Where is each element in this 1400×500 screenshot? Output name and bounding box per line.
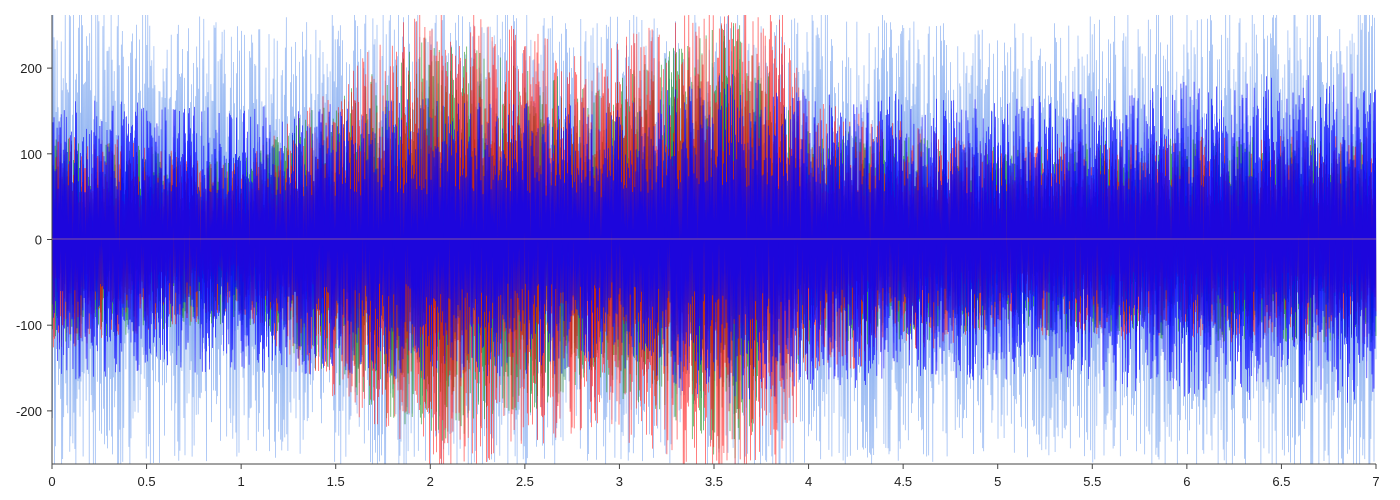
x-tick-label: 0.5 [138,474,156,489]
x-tick-label: 7 [1372,474,1379,489]
x-tick-label: 3.5 [705,474,723,489]
x-tick-label: 5.5 [1083,474,1101,489]
y-tick-label: 200 [20,61,42,76]
series-layer [51,14,1377,465]
y-tick-label: 100 [20,147,42,162]
x-tick-label: 1 [238,474,245,489]
x-tick-label: 3 [616,474,623,489]
x-tick-label: 6.5 [1272,474,1290,489]
x-tick-label: 2.5 [516,474,534,489]
x-tick-label: 2 [427,474,434,489]
x-tick-label: 4.5 [894,474,912,489]
x-tick-label: 4 [805,474,812,489]
y-tick-label: -100 [16,318,42,333]
x-tick-label: 6 [1183,474,1190,489]
x-tick-label: 1.5 [327,474,345,489]
y-tick-label: 0 [35,233,42,248]
series-line-0 [51,72,1377,404]
x-tick-label: 5 [994,474,1001,489]
ticks-layer: 0 0.5 1 1.5 2 2.5 3 3.5 4 4.5 5 5.5 6 6.5 7 200 100 0 -100… [16,61,1380,489]
y-tick-label: -200 [16,404,42,419]
x-tick-label: 0 [48,474,55,489]
